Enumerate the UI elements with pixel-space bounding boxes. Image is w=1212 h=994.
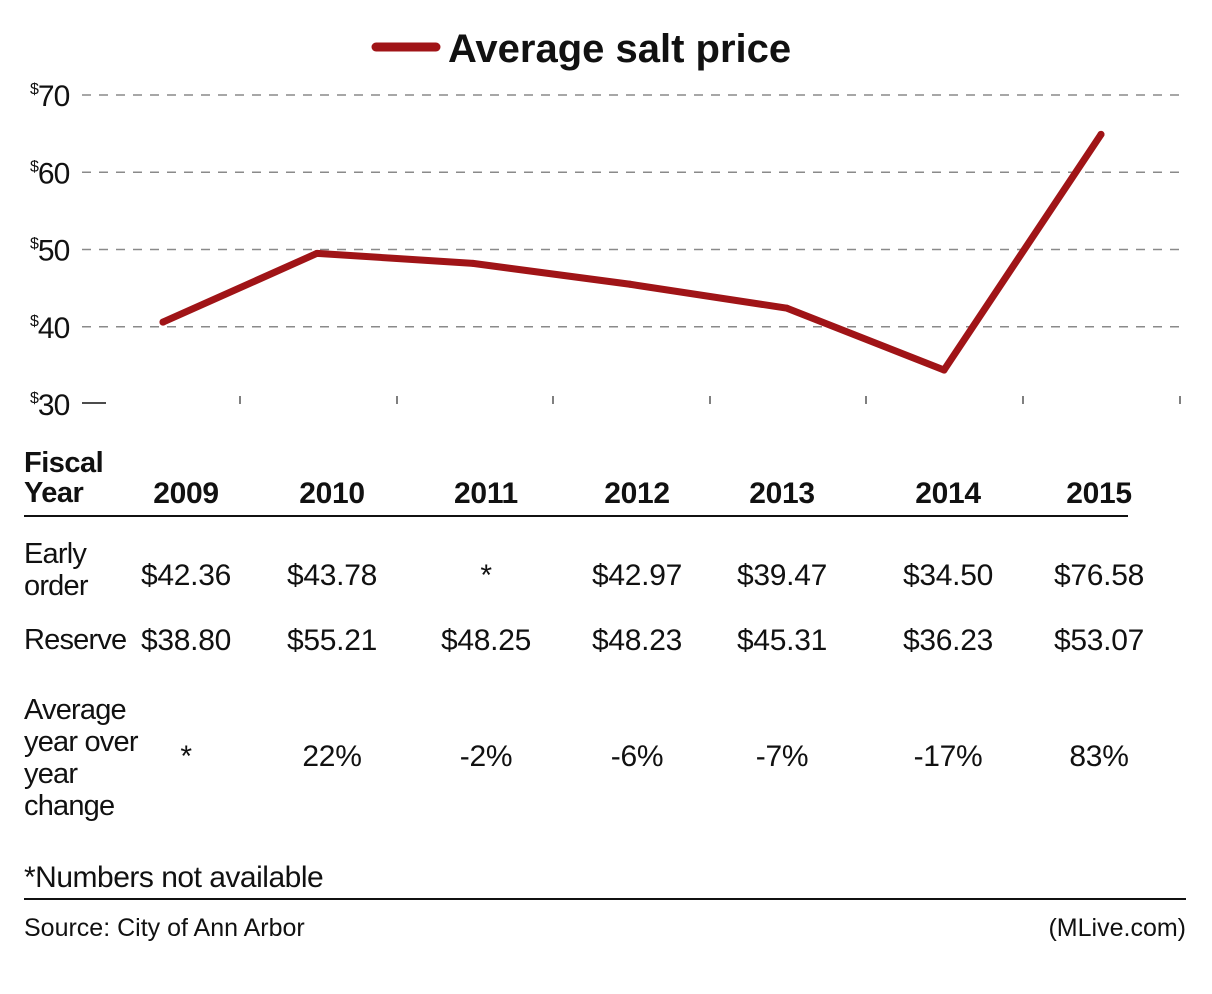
data-point-2013 — [783, 304, 791, 312]
data-point-2014 — [940, 366, 948, 374]
y-tick-label: $60 — [30, 157, 70, 190]
year-header-2014: 2014 — [915, 477, 981, 510]
chart-grid — [82, 94, 1182, 404]
reserve-cell-2013: $45.31 — [737, 624, 827, 657]
data-point-2009 — [159, 318, 167, 326]
line-chart: Average salt price $70$60$50$40$30 — [30, 27, 1182, 422]
change-label-line2: year over — [24, 726, 138, 758]
reserve-label: Reserve — [24, 624, 127, 656]
change-label-line4: change — [24, 790, 115, 822]
change-cell-2012: -6% — [610, 740, 664, 773]
y-tick-value: 40 — [38, 312, 70, 345]
change-cell-2011: -2% — [459, 740, 513, 773]
year-header-2011: 2011 — [454, 477, 518, 510]
change-cell-2013: -7% — [755, 740, 809, 773]
y-axis-ticks: $70$60$50$40$30 — [30, 80, 71, 422]
y-tick-value: 30 — [38, 389, 70, 422]
change-cell-2014: -17% — [913, 740, 983, 773]
chart-series — [159, 130, 1105, 374]
y-tick-value: 70 — [38, 80, 70, 113]
y-tick-currency: $ — [30, 390, 39, 407]
credit-text: (MLive.com) — [1048, 914, 1186, 942]
early-order-label-line2: order — [24, 570, 88, 602]
change-cell-2010: 22% — [302, 740, 362, 773]
data-point-2010 — [313, 249, 321, 257]
year-header-2010: 2010 — [299, 477, 365, 510]
early-order-label: Early order — [24, 538, 88, 602]
year-header-2009: 2009 — [153, 477, 219, 510]
source-text: Source: City of Ann Arbor — [24, 914, 305, 942]
y-tick-currency: $ — [30, 236, 39, 253]
early-order-cell-2012: $42.97 — [592, 559, 682, 592]
y-tick-currency: $ — [30, 81, 39, 98]
x-axis-ticks — [239, 396, 1181, 404]
y-tick-label: $40 — [30, 312, 70, 345]
data-point-2015 — [1097, 130, 1105, 138]
reserve-cell-2009: $38.80 — [141, 624, 231, 657]
year-header-2015: 2015 — [1066, 477, 1132, 510]
early-order-cell-2015: $76.58 — [1054, 559, 1144, 592]
chart-legend: Average salt price — [371, 27, 791, 71]
early-order-cell-2014: $34.50 — [903, 559, 993, 592]
y-tick-label: $70 — [30, 80, 70, 113]
change-label: Average year over year change — [24, 694, 138, 822]
change-cell-2009: * — [180, 740, 192, 773]
change-cell-2015: 83% — [1069, 740, 1129, 773]
y-tick-label: $30 — [30, 389, 70, 422]
year-header-2012: 2012 — [604, 477, 670, 510]
change-label-line3: year — [24, 758, 78, 790]
early-order-cell-2010: $43.78 — [287, 559, 377, 592]
y-tick-value: 50 — [38, 235, 70, 268]
year-header-2013: 2013 — [749, 477, 815, 510]
reserve-cell-2015: $53.07 — [1054, 624, 1144, 657]
reserve-cell-2014: $36.23 — [903, 624, 993, 657]
footer-rule — [24, 898, 1186, 900]
fiscal-year-header-line2: Year — [24, 477, 84, 509]
reserve-cell-2012: $48.23 — [592, 624, 682, 657]
y-tick-currency: $ — [30, 313, 39, 330]
early-order-label-line1: Early — [24, 538, 87, 570]
header-rule — [24, 515, 1128, 517]
reserve-cell-2010: $55.21 — [287, 624, 377, 657]
data-point-2011 — [469, 259, 477, 267]
y-tick-value: 60 — [38, 157, 70, 190]
footnote: *Numbers not available — [24, 861, 324, 894]
chart-title: Average salt price — [448, 27, 791, 71]
early-order-cell-2009: $42.36 — [141, 559, 231, 592]
early-order-cell-2011: * — [480, 559, 492, 592]
y-tick-label: $50 — [30, 235, 70, 268]
fiscal-year-header: Fiscal Year — [24, 447, 104, 509]
fiscal-year-header-line1: Fiscal — [24, 447, 104, 479]
y-tick-currency: $ — [30, 158, 39, 175]
early-order-cell-2013: $39.47 — [737, 559, 827, 592]
reserve-cell-2011: $48.25 — [441, 624, 531, 657]
data-point-2012 — [626, 280, 634, 288]
change-label-line1: Average — [24, 694, 127, 726]
